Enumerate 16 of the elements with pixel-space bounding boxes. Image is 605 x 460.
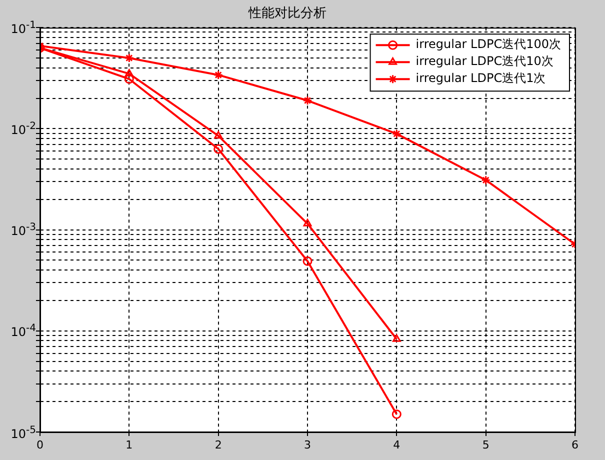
y-tick-label: 10$^{-2}$ <box>10 120 36 138</box>
legend-label: irregular LDPC迭代100次 <box>416 37 562 52</box>
x-tick-label: 3 <box>304 438 311 452</box>
x-tick-label: 0 <box>36 438 44 452</box>
x-tick-label: 1 <box>126 438 133 452</box>
y-tick-label: 10$^{-5}$ <box>10 424 36 440</box>
y-tick-label: 10$^{-4}$ <box>10 322 36 340</box>
chart-title: 性能对比分析 <box>248 6 326 22</box>
legend-label: irregular LDPC迭代1次 <box>416 71 546 86</box>
legend-label: irregular LDPC迭代10次 <box>416 54 554 68</box>
y-tick-label: 10$^{-1}$ <box>10 19 36 36</box>
x-tick-label: 4 <box>393 438 400 452</box>
x-tick-label: 2 <box>214 438 222 452</box>
y-tick-label: 10$^{-3}$ <box>10 221 36 238</box>
x-tick-label: 5 <box>482 438 490 452</box>
x-tick-label: 6 <box>572 438 578 452</box>
